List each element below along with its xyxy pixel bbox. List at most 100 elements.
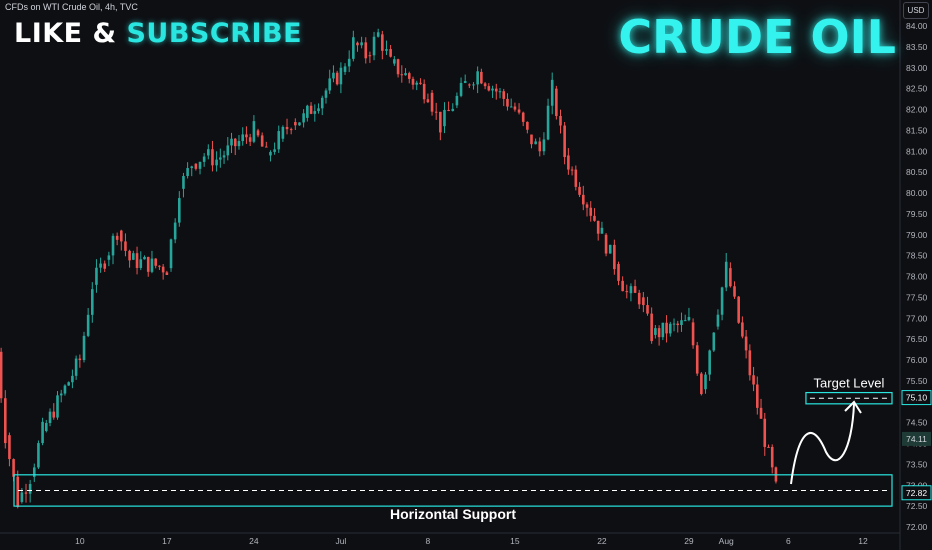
price-tick-label: 79.00: [906, 230, 928, 240]
candle-body: [589, 207, 593, 216]
candle-body: [8, 435, 11, 460]
candle-body: [45, 422, 48, 431]
candle-body: [52, 411, 56, 418]
candle-body: [756, 384, 759, 408]
candle-body: [63, 385, 67, 394]
candle-body: [368, 55, 372, 57]
price-tick-label: 81.00: [906, 146, 928, 156]
candle-body: [178, 198, 181, 223]
headline-title: CRUDE OIL: [618, 10, 896, 64]
candle-body: [502, 91, 506, 99]
candle-body: [506, 98, 509, 107]
candle-body: [158, 265, 161, 267]
candle-body: [617, 263, 620, 281]
candle-body: [646, 305, 649, 314]
time-tick-label: Jul: [335, 536, 346, 546]
candle-body: [324, 90, 328, 98]
price-tick-label: 82.00: [906, 105, 928, 115]
candle-body: [621, 280, 624, 292]
time-tick-label: 12: [858, 536, 868, 546]
candle-body: [633, 286, 637, 293]
candle-body: [372, 36, 376, 56]
candle-body: [24, 492, 28, 494]
time-tick-label: Aug: [719, 536, 734, 546]
candle-body: [668, 323, 672, 334]
time-tick-label: 17: [162, 536, 172, 546]
level-price-label-bg: [901, 485, 932, 501]
candle-body: [190, 166, 194, 169]
candle-body: [407, 73, 411, 79]
target-zone-box: [805, 391, 893, 405]
candle-body: [570, 169, 574, 171]
candle-body: [419, 82, 422, 84]
candle-body: [396, 59, 400, 75]
candle-body: [680, 320, 683, 326]
candle-body: [298, 122, 301, 126]
candle-body: [404, 73, 407, 76]
candle-body: [20, 492, 24, 502]
candle-body: [74, 358, 78, 376]
like-text: LIKE: [14, 18, 83, 49]
projection-arrow-head: [844, 400, 862, 414]
candle-body: [165, 272, 169, 275]
candle-body: [483, 83, 487, 87]
candle-body: [729, 268, 732, 287]
candle-body: [426, 99, 430, 103]
candle-body: [661, 322, 665, 338]
candle-body: [352, 37, 355, 59]
candle-body: [281, 126, 285, 139]
candle-body: [657, 328, 661, 338]
candle-body: [376, 32, 380, 37]
candle-body: [41, 421, 44, 444]
candle-body: [683, 320, 687, 322]
candle-body: [169, 239, 173, 269]
candle-body: [146, 256, 150, 272]
candle-body: [67, 382, 70, 386]
candle-body: [411, 78, 415, 85]
candle-body: [459, 82, 463, 96]
currency-button[interactable]: USD: [903, 2, 929, 19]
time-tick-label: 8: [426, 536, 431, 546]
price-tick-label: 84.00: [906, 21, 928, 31]
support-zone-label: Horizontal Support: [390, 506, 516, 522]
candle-body: [95, 267, 98, 285]
candle-body: [687, 317, 691, 321]
candle-body: [111, 235, 115, 256]
price-tick-label: 73.50: [906, 459, 928, 469]
candle-body: [302, 113, 305, 123]
level-price-label: 75.10: [906, 393, 928, 403]
candle-body: [222, 155, 226, 158]
candle-body: [733, 286, 736, 297]
candle-body: [494, 88, 498, 92]
candle-body: [115, 235, 119, 240]
price-tick-label: 72.50: [906, 501, 928, 511]
candle-body: [767, 446, 770, 448]
candle-body: [593, 215, 596, 221]
price-tick-label: 73.00: [906, 480, 928, 490]
candle-body: [313, 111, 317, 114]
candle-body: [526, 121, 529, 130]
candle-body: [219, 157, 222, 160]
candle-body: [37, 443, 40, 468]
price-tick-label: 77.50: [906, 292, 928, 302]
candle-body: [400, 74, 404, 76]
candle-body: [665, 322, 668, 334]
candle-body: [455, 95, 459, 106]
candle-body: [309, 105, 313, 114]
candle-body: [691, 322, 695, 346]
candle-body: [744, 336, 748, 351]
candle-body: [306, 105, 309, 118]
candle-body: [748, 350, 752, 376]
candle-body: [381, 34, 384, 51]
time-tick-label: 29: [684, 536, 694, 546]
candle-body: [12, 459, 15, 477]
candle-body: [712, 332, 716, 351]
candle-body: [32, 467, 36, 477]
candle-body: [498, 91, 502, 93]
candle-body: [472, 84, 475, 86]
time-tick-label: 10: [75, 536, 85, 546]
target-zone-label: Target Level: [814, 376, 885, 391]
candle-body: [294, 122, 297, 126]
candle-body: [82, 335, 86, 360]
